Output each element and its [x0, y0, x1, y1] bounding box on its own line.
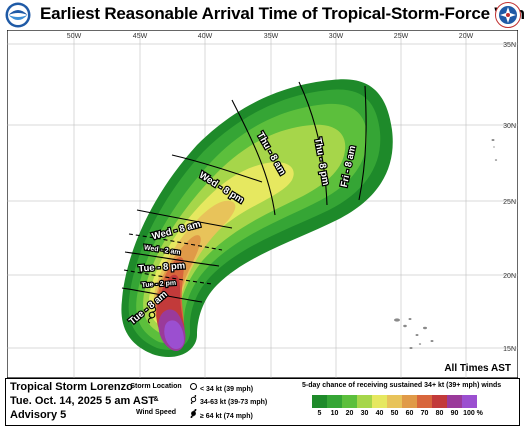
probability-swath [121, 79, 393, 358]
scale-swatch [357, 395, 372, 408]
lon-label: 20W [459, 33, 474, 40]
islands [394, 139, 498, 349]
lon-label: 35W [264, 33, 279, 40]
scale-swatch [372, 395, 387, 408]
advisory-number: Advisory 5 [10, 409, 67, 421]
scale-label: 70 [420, 410, 429, 417]
symbol-weak: < 34 kt (39 mph) [189, 382, 253, 393]
scale-label: 5 [317, 410, 322, 417]
scale-label: 60 [405, 410, 414, 417]
scale-swatch [387, 395, 402, 408]
scale-label: 80 [435, 410, 444, 417]
lon-label: 30W [329, 33, 344, 40]
hurricane-icon [190, 409, 197, 418]
scale-label: 40 [375, 410, 384, 417]
color-scale [312, 395, 477, 408]
legend: Tropical Storm Lorenzo Tue. Oct. 14, 202… [5, 378, 520, 426]
contour-label: Tue - 8 pm [138, 260, 185, 274]
symbol-hurricane: ≥ 64 kt (74 mph) [189, 409, 253, 420]
storm-location-icon [147, 306, 157, 324]
advisory-time: Tue. Oct. 14, 2025 5 am AST [10, 395, 155, 407]
scale-label: 10 [330, 410, 339, 417]
symbol-ts-label: 34-63 kt (39-73 mph) [199, 399, 268, 406]
scale-swatch [402, 395, 417, 408]
scale-swatch [327, 395, 342, 408]
wind-speed-label: Wind Speed [136, 409, 176, 416]
lat-label: 30N [503, 123, 516, 130]
symbol-hurricane-label: ≥ 64 kt (74 mph) [199, 413, 253, 420]
lat-label: 15N [503, 346, 516, 353]
symbol-ts: 34-63 kt (39-73 mph) [189, 395, 267, 406]
symbol-weak-label: < 34 kt (39 mph) [199, 386, 254, 393]
lon-label: 45W [133, 33, 148, 40]
scale-swatch [432, 395, 447, 408]
lat-label: 20N [503, 273, 516, 280]
scale-swatch [447, 395, 462, 408]
lon-label: 50W [67, 33, 82, 40]
scale-label: 30 [360, 410, 369, 417]
ampersand-label: & [153, 396, 159, 403]
open-circle-icon [190, 383, 197, 390]
scale-swatch [312, 395, 327, 408]
lon-label: 25W [394, 33, 409, 40]
scale-label: 100 % [463, 410, 483, 417]
storm-name: Tropical Storm Lorenzo [10, 381, 133, 393]
scale-swatch [462, 395, 477, 408]
nws-logo [495, 2, 521, 28]
scale-swatch [342, 395, 357, 408]
tropical-storm-icon [190, 395, 197, 404]
lon-label: 40W [198, 33, 213, 40]
noaa-logo [5, 2, 31, 28]
lat-label: 25N [503, 199, 516, 206]
lat-label: 35N [503, 42, 516, 49]
chance-title: 5-day chance of receiving sustained 34+ … [302, 382, 502, 389]
scale-label: 20 [345, 410, 354, 417]
all-times-label: All Times AST [444, 363, 511, 374]
storm-location-label: Storm Location [130, 383, 182, 390]
scale-swatch [417, 395, 432, 408]
color-scale-labels: 5 10 20 30 40 50 60 70 80 90 100 % [312, 410, 484, 417]
page-title: Earliest Reasonable Arrival Time of Trop… [40, 4, 525, 23]
map: 50W 45W 40W 35W 30W 25W 20W 35N 30N 25N … [7, 30, 518, 378]
contour-label: Tue - 2 pm [141, 280, 176, 289]
arrival-contours [121, 81, 367, 303]
header: Earliest Reasonable Arrival Time of Trop… [0, 0, 525, 30]
scale-label: 90 [450, 410, 459, 417]
scale-label: 50 [390, 410, 399, 417]
